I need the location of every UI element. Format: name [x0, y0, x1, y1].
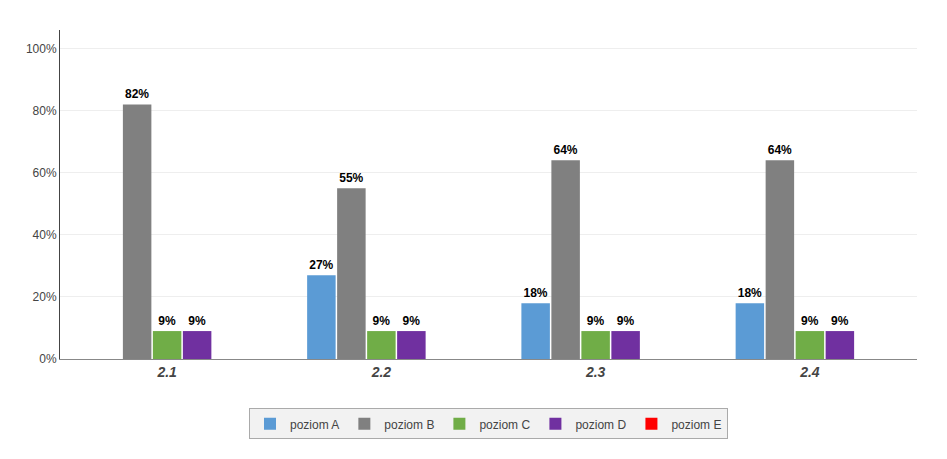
- svg-text:80%: 80%: [33, 104, 57, 118]
- svg-text:100%: 100%: [26, 42, 57, 56]
- svg-text:9%: 9%: [831, 314, 849, 328]
- svg-text:9%: 9%: [801, 314, 819, 328]
- svg-text:20%: 20%: [33, 290, 57, 304]
- svg-text:poziom E: poziom E: [671, 418, 721, 432]
- svg-text:60%: 60%: [33, 166, 57, 180]
- svg-text:64%: 64%: [768, 143, 792, 157]
- svg-text:64%: 64%: [553, 143, 577, 157]
- svg-text:18%: 18%: [523, 286, 547, 300]
- svg-text:18%: 18%: [738, 286, 762, 300]
- svg-text:55%: 55%: [339, 171, 363, 185]
- svg-text:2.2: 2.2: [371, 364, 392, 380]
- svg-text:9%: 9%: [587, 314, 605, 328]
- svg-text:9%: 9%: [403, 314, 421, 328]
- svg-text:9%: 9%: [188, 314, 206, 328]
- svg-text:poziom C: poziom C: [479, 418, 530, 432]
- svg-text:9%: 9%: [617, 314, 635, 328]
- svg-text:2.1: 2.1: [156, 364, 177, 380]
- svg-text:9%: 9%: [158, 314, 176, 328]
- svg-text:0%: 0%: [39, 352, 57, 366]
- svg-text:poziom D: poziom D: [575, 418, 626, 432]
- svg-text:2.3: 2.3: [585, 364, 606, 380]
- svg-text:2.4: 2.4: [799, 364, 820, 380]
- svg-text:82%: 82%: [125, 87, 149, 101]
- svg-text:27%: 27%: [309, 258, 333, 272]
- svg-text:poziom A: poziom A: [290, 418, 339, 432]
- svg-text:9%: 9%: [373, 314, 391, 328]
- svg-text:40%: 40%: [33, 228, 57, 242]
- svg-text:poziom B: poziom B: [384, 418, 434, 432]
